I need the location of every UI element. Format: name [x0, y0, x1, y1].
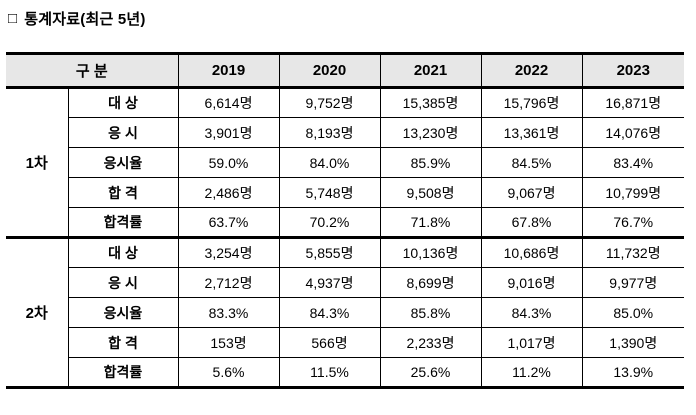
- column-header-2020: 2020: [278, 52, 381, 89]
- value-cell: 9,067명: [480, 177, 583, 208]
- table-row: 2차 대 상 3,254명 5,855명 10,136명 10,686명 11,…: [6, 236, 684, 389]
- value-cell: 85.8%: [379, 297, 482, 328]
- value-cell: 76.7%: [581, 207, 684, 238]
- square-bullet-icon: □: [8, 10, 18, 27]
- row-label: 응 시: [67, 117, 179, 148]
- value-cell: 3,254명: [177, 236, 280, 268]
- value-cell: 15,385명: [379, 87, 482, 118]
- row-label: 응시율: [67, 147, 179, 178]
- row-group-round1: 1차: [6, 87, 69, 239]
- table-row: 합격률 63.7% 70.2% 71.8% 67.8% 76.7%: [6, 207, 684, 238]
- value-cell: 11.5%: [278, 357, 381, 389]
- value-cell: 2,712명: [177, 267, 280, 298]
- value-cell: 10,686명: [480, 236, 583, 268]
- value-cell: 70.2%: [278, 207, 381, 238]
- table-row: 합격률 5.6% 11.5% 25.6% 11.2% 13.9%: [6, 357, 684, 389]
- value-cell: 6,614명: [177, 87, 280, 118]
- column-header-2019: 2019: [177, 52, 280, 89]
- row-label: 응시율: [67, 297, 179, 328]
- column-header-2021: 2021: [379, 52, 482, 89]
- value-cell: 9,752명: [278, 87, 381, 118]
- column-header-category: 구 분: [6, 52, 179, 89]
- value-cell: 8,193명: [278, 117, 381, 148]
- value-cell: 3,901명: [177, 117, 280, 148]
- column-header-2023: 2023: [581, 52, 684, 89]
- value-cell: 566명: [278, 327, 381, 358]
- column-header-2022: 2022: [480, 52, 583, 89]
- value-cell: 4,937명: [278, 267, 381, 298]
- value-cell: 1,390명: [581, 327, 684, 358]
- value-cell: 13.9%: [581, 357, 684, 389]
- value-cell: 8,699명: [379, 267, 482, 298]
- value-cell: 14,076명: [581, 117, 684, 148]
- row-label: 합격률: [67, 357, 179, 389]
- value-cell: 2,486명: [177, 177, 280, 208]
- value-cell: 71.8%: [379, 207, 482, 238]
- row-label: 대 상: [67, 87, 179, 118]
- table-row: 합 격 153명 566명 2,233명 1,017명 1,390명: [6, 327, 684, 358]
- value-cell: 1,017명: [480, 327, 583, 358]
- value-cell: 9,016명: [480, 267, 583, 298]
- value-cell: 5,748명: [278, 177, 381, 208]
- value-cell: 84.5%: [480, 147, 583, 178]
- value-cell: 83.3%: [177, 297, 280, 328]
- value-cell: 83.4%: [581, 147, 684, 178]
- row-group-round2: 2차: [6, 236, 69, 389]
- value-cell: 84.0%: [278, 147, 381, 178]
- value-cell: 2,233명: [379, 327, 482, 358]
- value-cell: 13,230명: [379, 117, 482, 148]
- value-cell: 25.6%: [379, 357, 482, 389]
- row-label: 합 격: [67, 177, 179, 208]
- page-title-text: 통계자료(최근 5년): [24, 11, 146, 28]
- row-label: 합 격: [67, 327, 179, 358]
- value-cell: 13,361명: [480, 117, 583, 148]
- statistics-table: 구 분 2019 2020 2021 2022 2023 1차 대 상 6,61…: [6, 52, 684, 389]
- table-row: 응시율 83.3% 84.3% 85.8% 84.3% 85.0%: [6, 297, 684, 328]
- value-cell: 11,732명: [581, 236, 684, 268]
- page-title: □ 통계자료(최근 5년): [8, 8, 146, 29]
- table-row: 응 시 3,901명 8,193명 13,230명 13,361명 14,076…: [6, 117, 684, 148]
- value-cell: 85.0%: [581, 297, 684, 328]
- value-cell: 11.2%: [480, 357, 583, 389]
- value-cell: 84.3%: [278, 297, 381, 328]
- value-cell: 153명: [177, 327, 280, 358]
- value-cell: 10,799명: [581, 177, 684, 208]
- value-cell: 85.9%: [379, 147, 482, 178]
- value-cell: 9,508명: [379, 177, 482, 208]
- value-cell: 16,871명: [581, 87, 684, 118]
- value-cell: 9,977명: [581, 267, 684, 298]
- row-label: 합격률: [67, 207, 179, 238]
- table-row: 합 격 2,486명 5,748명 9,508명 9,067명 10,799명: [6, 177, 684, 208]
- table-row: 응시율 59.0% 84.0% 85.9% 84.5% 83.4%: [6, 147, 684, 178]
- row-label: 응 시: [67, 267, 179, 298]
- value-cell: 63.7%: [177, 207, 280, 238]
- value-cell: 10,136명: [379, 236, 482, 268]
- header-row: 구 분 2019 2020 2021 2022 2023: [6, 52, 684, 89]
- value-cell: 5,855명: [278, 236, 381, 268]
- value-cell: 67.8%: [480, 207, 583, 238]
- value-cell: 84.3%: [480, 297, 583, 328]
- table-row: 응 시 2,712명 4,937명 8,699명 9,016명 9,977명: [6, 267, 684, 298]
- table-row: 1차 대 상 6,614명 9,752명 15,385명 15,796명 16,…: [6, 87, 684, 239]
- value-cell: 5.6%: [177, 357, 280, 389]
- value-cell: 15,796명: [480, 87, 583, 118]
- row-label: 대 상: [67, 236, 179, 268]
- value-cell: 59.0%: [177, 147, 280, 178]
